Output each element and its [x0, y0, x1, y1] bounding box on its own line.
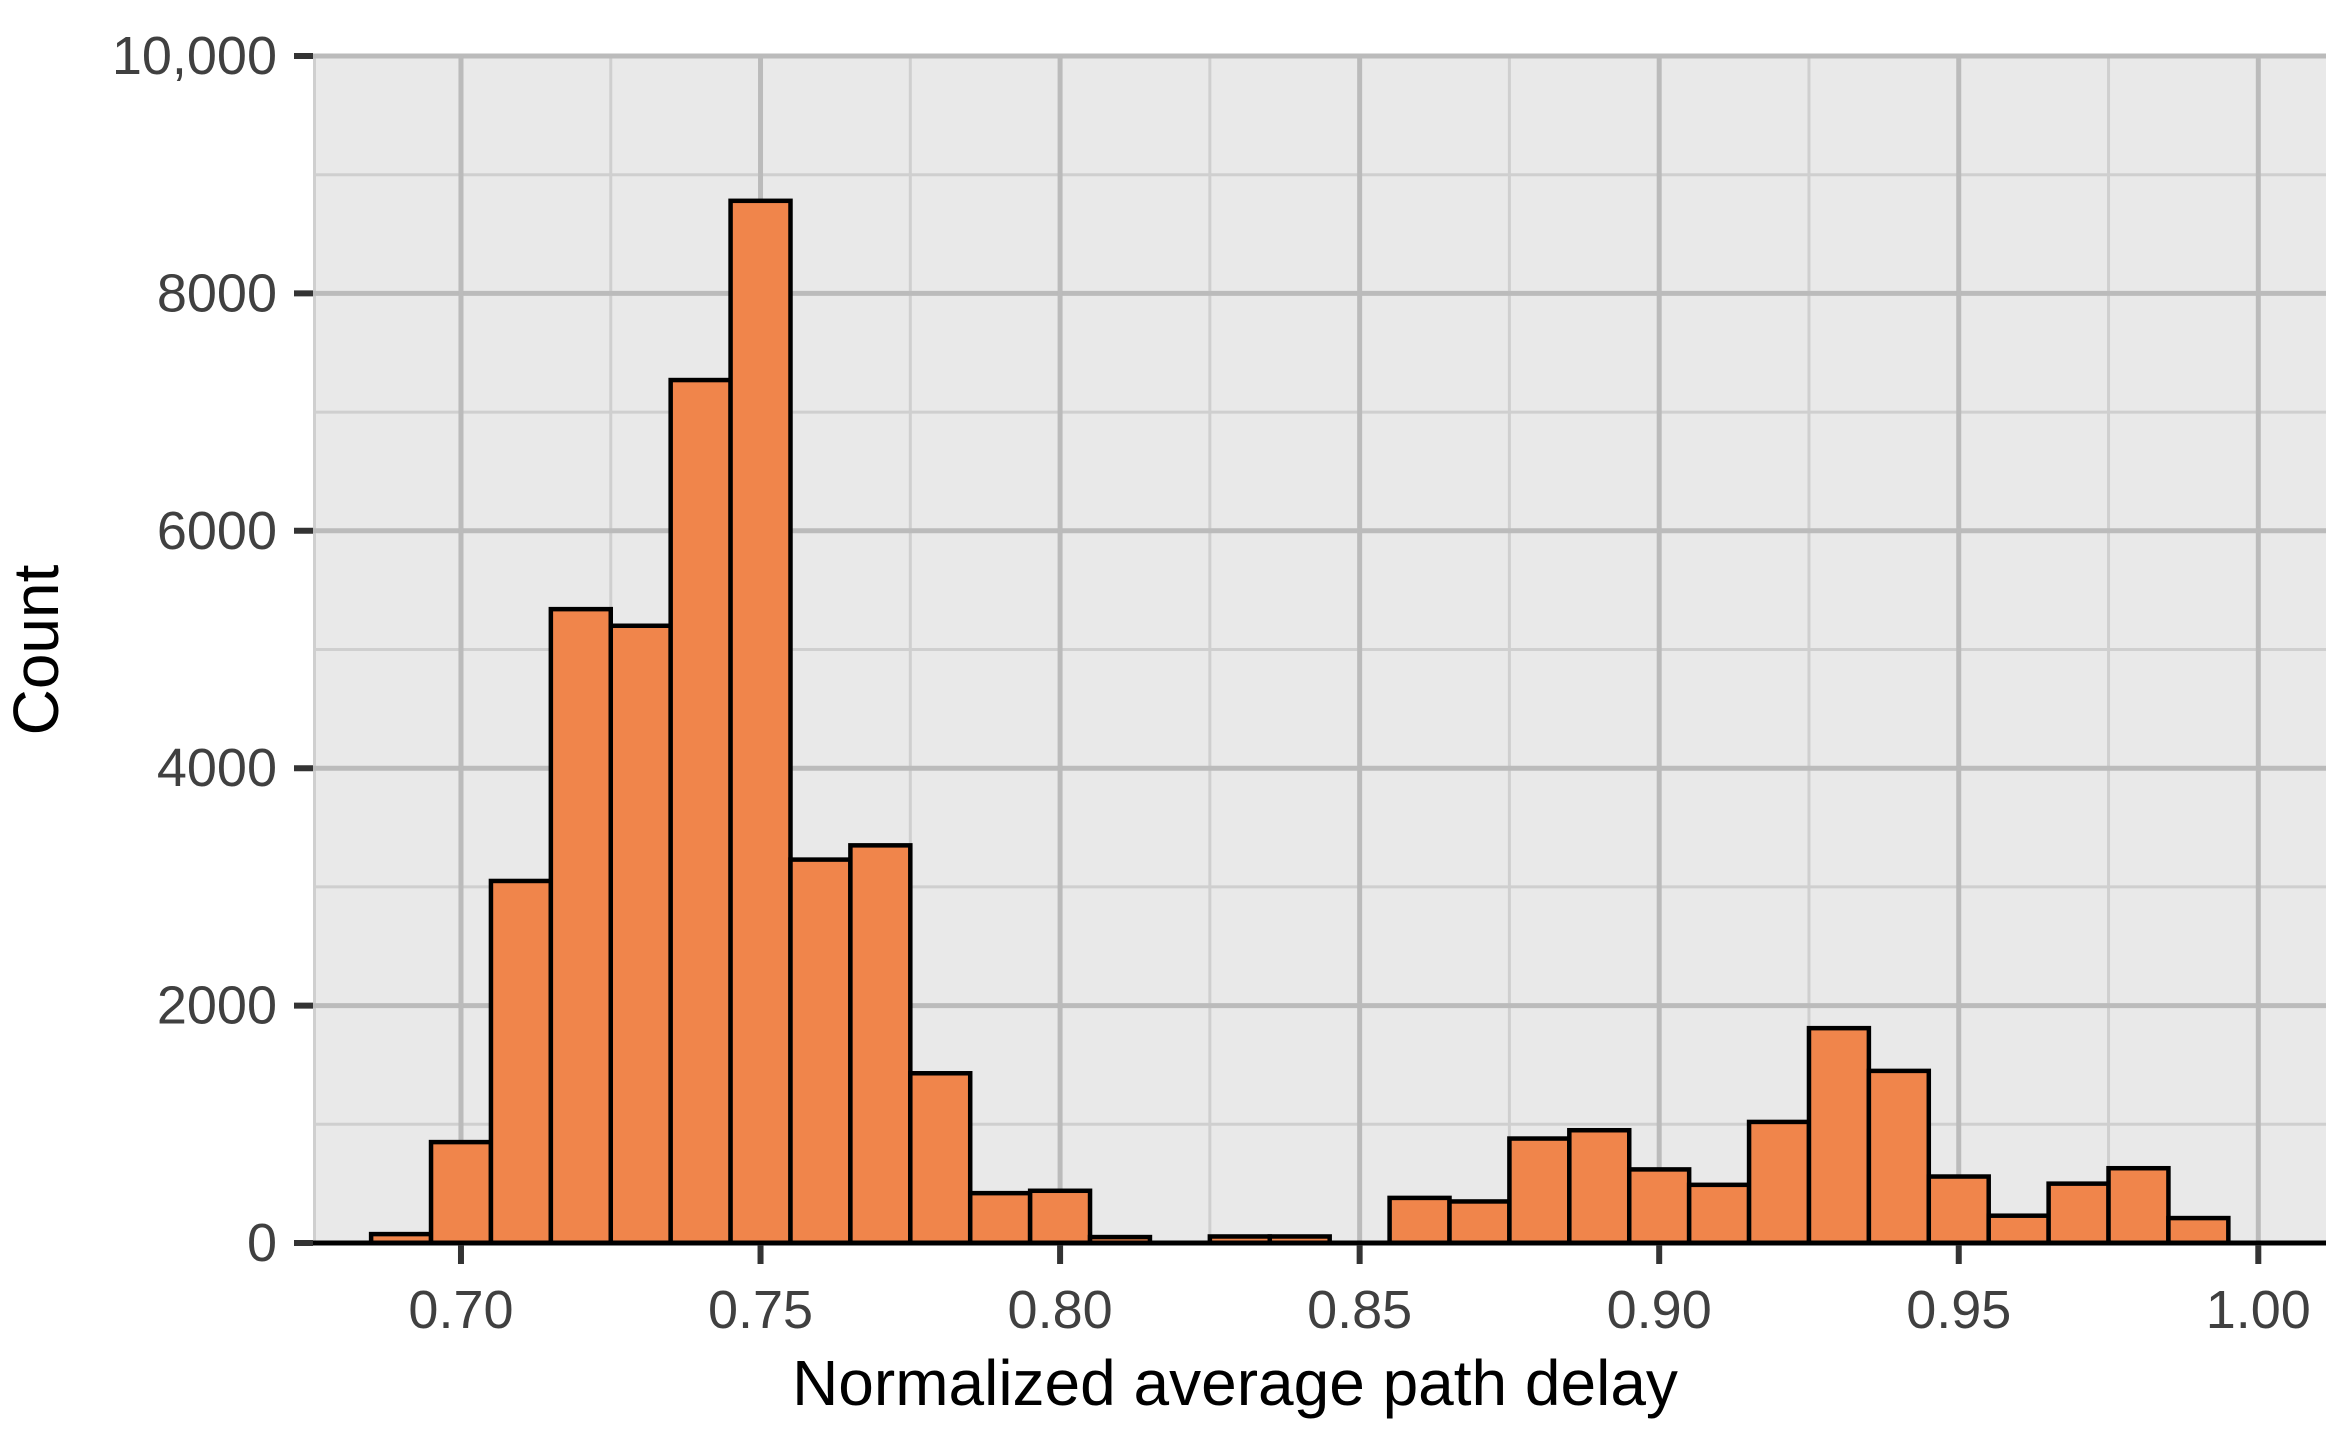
axis-layer [294, 53, 2326, 1264]
histogram-bar [1806, 1025, 1872, 1246]
x-tick-label: 0.70 [408, 1280, 513, 1340]
x-axis-title: Normalized average path delay [792, 1347, 1678, 1419]
histogram-bar [1626, 1167, 1692, 1246]
histogram-bar [1866, 1068, 1932, 1246]
histogram-bar [848, 843, 913, 1246]
y-tick-label: 6000 [157, 501, 277, 561]
x-tick-label: 0.90 [1607, 1280, 1712, 1340]
y-tick-label: 10,000 [112, 26, 277, 86]
histogram-bar [668, 377, 733, 1246]
histogram-bar [2046, 1181, 2111, 1246]
histogram-bar [1567, 1127, 1632, 1246]
histogram-bar [1926, 1174, 1991, 1246]
histogram-bar [1027, 1188, 1093, 1246]
histogram-bar [488, 878, 554, 1246]
histogram-bar [1746, 1119, 1812, 1246]
x-tick-label: 0.80 [1008, 1280, 1113, 1340]
y-tick-label: 4000 [157, 738, 277, 798]
histogram-bar [728, 198, 793, 1246]
histogram-bar [2166, 1215, 2231, 1246]
y-tick-label: 8000 [157, 263, 277, 323]
y-axis-title: Count [0, 564, 72, 735]
x-tick-label: 0.95 [1906, 1280, 2011, 1340]
histogram-bar [608, 623, 673, 1246]
x-tick-label: 1.00 [2206, 1280, 2311, 1340]
tick-label-layer: 0 2000 4000 6000 8000 10,000 0.70 0.75 0.80 0.85 0… [112, 26, 2311, 1340]
histogram-bar [1507, 1136, 1572, 1246]
histogram-bar [1387, 1195, 1452, 1246]
histogram-bar [788, 857, 853, 1246]
histogram-bar [1686, 1182, 1752, 1246]
histogram-bar [428, 1139, 494, 1246]
histogram-bar [1986, 1213, 2051, 1246]
x-tick-label: 0.85 [1307, 1280, 1412, 1340]
histogram-bar [548, 606, 614, 1246]
bars-layer [368, 198, 2231, 1246]
histogram-bar [2106, 1165, 2171, 1246]
histogram-bar [908, 1071, 973, 1246]
histogram-bar [967, 1190, 1033, 1246]
y-tick-label: 2000 [157, 976, 277, 1036]
histogram-bar [1447, 1199, 1512, 1246]
y-tick-label: 0 [247, 1213, 277, 1273]
x-tick-label: 0.75 [708, 1280, 813, 1340]
